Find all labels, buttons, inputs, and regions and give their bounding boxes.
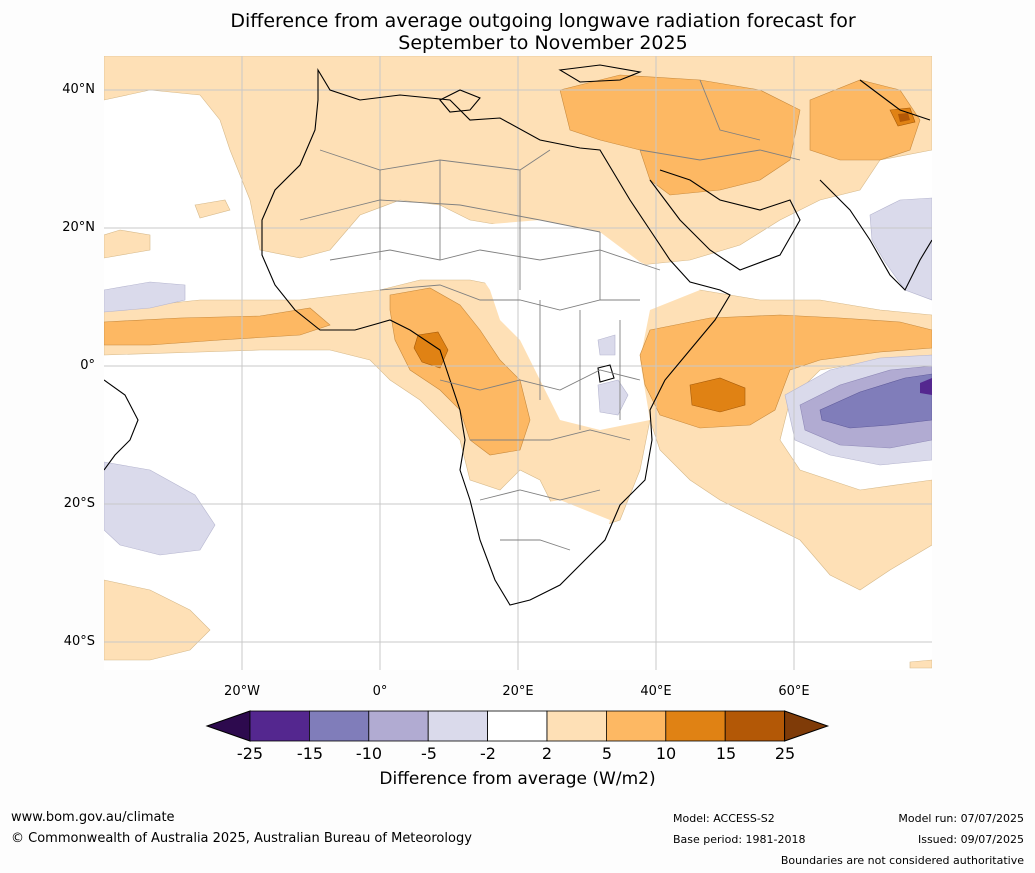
colorbar-segment (665, 710, 726, 742)
colorbar-tick: -5 (421, 744, 437, 763)
colorbar-tick: -10 (355, 744, 383, 763)
colorbar-tick: -15 (296, 744, 324, 763)
anomaly-15-to-25 (898, 113, 910, 122)
lon-label-60e: 60°E (778, 684, 810, 699)
lon-label-0: 0° (372, 684, 388, 699)
lat-label-0: 0° (80, 358, 95, 373)
footer-model-run: Model run: 07/07/2025 (898, 812, 1024, 825)
graticule (104, 56, 932, 670)
colorbar-segment (606, 710, 667, 742)
colorbar-segment (546, 710, 607, 742)
footer-copyright: © Commonwealth of Australia 2025, Austra… (11, 831, 472, 846)
colorbar-segment (724, 710, 786, 742)
footer-base-period: Base period: 1981-2018 (673, 833, 806, 846)
footer-url[interactable]: www.bom.gov.au/climate (11, 810, 175, 825)
lat-label-40s: 40°S (63, 634, 95, 649)
lat-label-20s: 20°S (63, 496, 95, 511)
colorbar-tick: 5 (601, 744, 613, 763)
colorbar-tick: -2 (480, 744, 496, 763)
colorbar-tick: 25 (774, 744, 796, 763)
coastline (104, 64, 932, 606)
colorbar-segment (249, 710, 310, 742)
footer-model: Model: ACCESS-S2 (673, 812, 775, 825)
colorbar-segment (427, 710, 489, 742)
lon-label-20w: 20°W (224, 684, 260, 699)
lon-label-20e: 20°E (502, 684, 534, 699)
colorbar-tick: 10 (655, 744, 677, 763)
colorbar-tick: -25 (236, 744, 264, 763)
footer-disclaimer: Boundaries are not considered authoritat… (780, 854, 1024, 867)
colorbar-segment (487, 710, 548, 742)
footer-issued: Issued: 09/07/2025 (917, 833, 1024, 846)
map-title: Difference from average outgoing longwav… (0, 10, 1035, 54)
anomaly-minus-25-to-minus-15 (920, 378, 932, 395)
lon-label-40e: 40°E (640, 684, 672, 699)
colorbar-extend-max (784, 710, 830, 742)
colorbar-tick: 2 (541, 744, 553, 763)
colorbar-segment (368, 710, 429, 742)
title-line-1: Difference from average outgoing longwav… (230, 10, 856, 32)
colorbar-segment (308, 710, 370, 742)
country-borders (299, 79, 801, 551)
title-line-2: September to November 2025 (398, 32, 688, 54)
colorbar-tick: 15 (715, 744, 737, 763)
colorbar-extend-min (205, 710, 251, 742)
lat-label-20n: 20°N (62, 220, 95, 235)
colorbar-label: Difference from average (W/m2) (379, 769, 656, 789)
anomaly-minus-15-to-minus-10 (819, 373, 932, 429)
lat-label-40n: 40°N (62, 82, 95, 97)
anomaly-neutral (104, 205, 700, 600)
